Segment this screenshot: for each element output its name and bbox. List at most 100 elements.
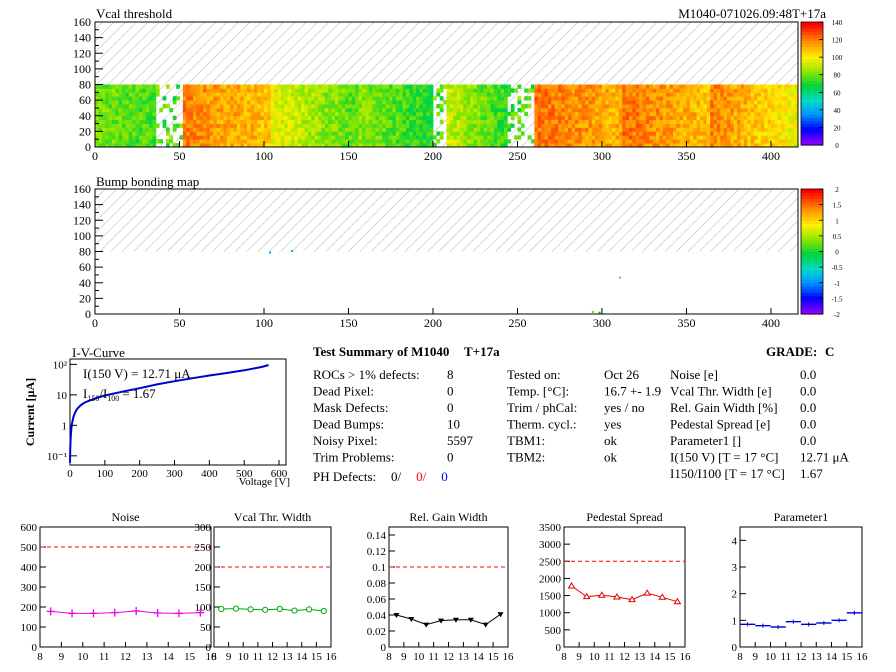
heatmap-cell	[727, 107, 731, 113]
heatmap-cell	[601, 88, 606, 93]
heatmap-cell	[652, 100, 657, 105]
bump-bonding-empty-area	[95, 251, 798, 314]
heatmap-cell	[581, 131, 586, 136]
heatmap-cell	[378, 131, 383, 136]
heatmap-cell	[331, 127, 336, 132]
heatmap-cell	[453, 88, 458, 93]
heatmap-cell	[635, 115, 640, 121]
heatmap-cell	[473, 119, 478, 124]
heatmap-cell	[473, 131, 478, 136]
colorbar-tick-label: 0	[835, 249, 839, 257]
heatmap-cell	[236, 135, 241, 140]
heatmap-cell	[182, 84, 187, 89]
heatmap-cell	[483, 111, 488, 117]
summary-mid-label: Temp. [°C]:	[507, 384, 569, 399]
heatmap-cell	[230, 139, 234, 144]
heatmap-cell	[544, 139, 549, 144]
heatmap-cell	[243, 119, 248, 124]
heatmap-cell	[686, 111, 691, 117]
heatmap-cell	[165, 139, 170, 144]
heatmap-cell	[466, 123, 471, 128]
heatmap-cell	[378, 100, 383, 105]
heatmap-cell	[727, 104, 731, 109]
heatmap-cell	[382, 119, 387, 124]
colorbar-segment	[801, 34, 823, 38]
heatmap-cell	[561, 111, 566, 117]
heatmap-cell	[693, 119, 698, 124]
heatmap-cell	[463, 107, 468, 113]
heatmap-cell	[291, 107, 295, 113]
heatmap-cell	[787, 92, 792, 97]
heatmap-cell	[760, 135, 765, 140]
heatmap-cell	[574, 143, 579, 148]
heatmap-cell	[385, 96, 390, 101]
heatmap-cell	[328, 104, 332, 109]
heatmap-cell	[588, 143, 593, 148]
heatmap-cell	[409, 107, 414, 113]
heatmap-cell	[193, 96, 197, 101]
heatmap-cell	[754, 119, 758, 124]
heatmap-cell	[250, 139, 255, 144]
heatmap-cell	[791, 84, 796, 89]
heatmap-cell	[554, 139, 559, 144]
heatmap-cell	[378, 135, 383, 140]
heatmap-cell	[659, 107, 664, 113]
heatmap-cell	[382, 139, 387, 144]
heatmap-cell	[257, 127, 262, 132]
heatmap-cell	[128, 107, 133, 113]
heatmap-cell	[368, 123, 373, 128]
heatmap-cell	[672, 92, 677, 97]
heatmap-cell	[338, 131, 343, 136]
heatmap-cell	[470, 88, 474, 93]
heatmap-cell	[672, 127, 677, 132]
heatmap-cell	[727, 96, 731, 101]
trend-point	[597, 591, 606, 598]
heatmap-cell	[405, 84, 410, 89]
heatmap-cell	[115, 139, 120, 144]
heatmap-cell	[564, 88, 569, 93]
heatmap-cell	[270, 115, 275, 121]
heatmap-cell	[203, 84, 207, 89]
heatmap-cell	[95, 100, 99, 105]
heatmap-cell	[490, 111, 495, 117]
heatmap-cell	[618, 104, 623, 109]
heatmap-cell	[274, 135, 278, 140]
heatmap-cell	[676, 84, 681, 89]
heatmap-cell	[622, 104, 627, 109]
heatmap-cell	[554, 88, 559, 93]
heatmap-cell	[138, 127, 143, 132]
colorbar-tick-label: -2	[834, 311, 840, 319]
heatmap-cell	[689, 92, 694, 97]
heatmap-cell	[122, 143, 126, 148]
heatmap-cell	[230, 127, 234, 132]
colorbar-segment	[801, 123, 823, 128]
heatmap-cell	[362, 84, 366, 89]
heatmap-cell	[108, 96, 113, 101]
heatmap-cell	[716, 115, 721, 121]
trend-x-tick-label: 8	[737, 651, 743, 663]
heatmap-cell	[470, 107, 474, 113]
heatmap-cell	[429, 96, 434, 101]
heatmap-cell	[247, 104, 251, 109]
heatmap-cell	[733, 123, 738, 128]
colorbar-segment	[801, 37, 823, 42]
heatmap-cell	[666, 88, 670, 93]
colorbar-segment	[801, 83, 823, 88]
heatmap-cell	[733, 111, 738, 117]
trend-plot-title: Rel. Gain Width	[409, 510, 487, 524]
heatmap-cell	[767, 111, 772, 117]
heatmap-cell	[182, 88, 187, 93]
heatmap-cell	[764, 143, 768, 148]
heatmap-cell	[223, 92, 228, 97]
heatmap-cell	[402, 135, 407, 140]
heatmap-cell	[733, 88, 738, 93]
trend-y-tick-label: 0.08	[367, 578, 387, 590]
heatmap-cell	[135, 143, 140, 148]
heatmap-cell	[503, 131, 508, 136]
heatmap-cell	[689, 115, 694, 121]
trend-y-tick-label: 0	[556, 642, 562, 654]
trend-point	[110, 608, 119, 617]
heatmap-cell	[612, 111, 616, 117]
heatmap-cell	[385, 92, 390, 97]
heatmap-cell	[446, 135, 451, 140]
